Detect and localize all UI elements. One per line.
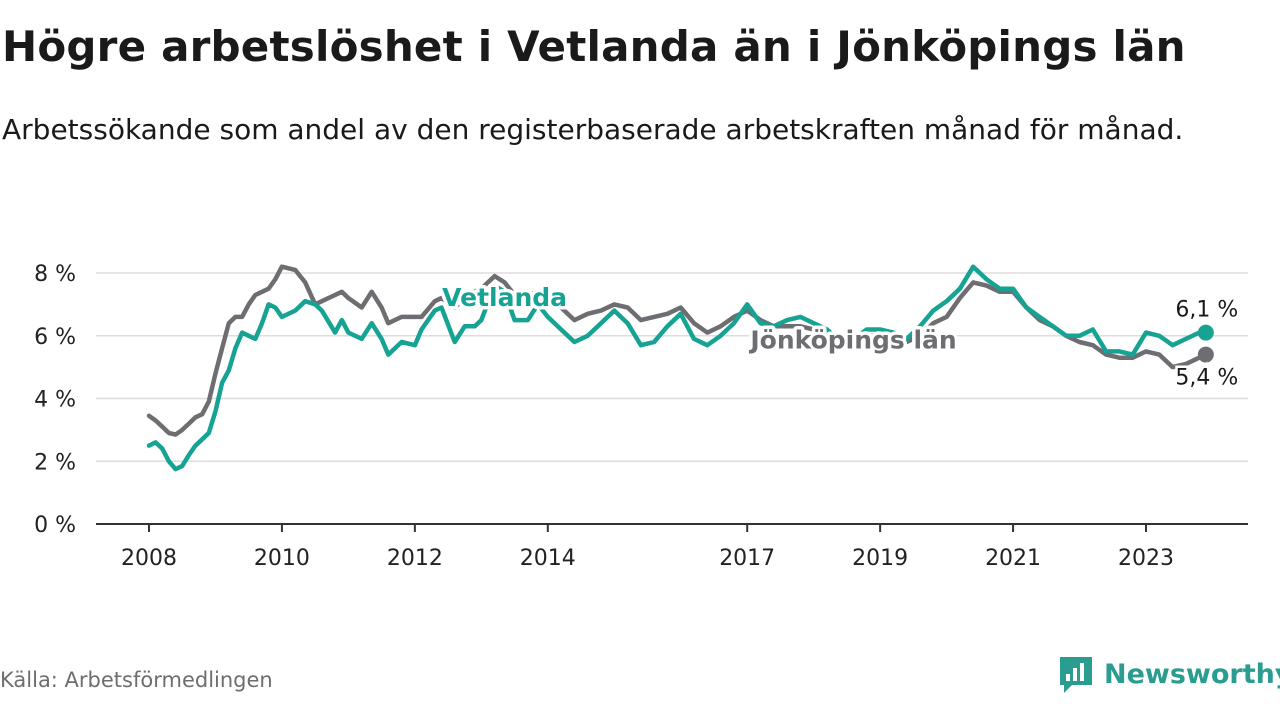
chart-title: Högre arbetslöshet i Vetlanda än i Jönkö… <box>2 22 1186 71</box>
x-tick-label: 2017 <box>719 546 775 571</box>
end-point-vetlanda <box>1197 324 1214 341</box>
y-tick-label: 6 % <box>34 325 76 350</box>
newsworthy-logo-icon <box>1060 657 1092 693</box>
x-tick-label: 2023 <box>1118 546 1174 571</box>
y-tick-label: 8 % <box>34 262 76 287</box>
x-tick-label: 2019 <box>852 546 908 571</box>
series-label-jonkopings-lan: Jönköpings län <box>748 325 956 354</box>
x-tick-label: 2010 <box>254 546 310 571</box>
y-tick-label: 0 % <box>34 513 76 538</box>
series-line-vetlanda <box>146 264 1209 472</box>
chart-subtitle: Arbetssökande som andel av den registerb… <box>2 113 1184 146</box>
end-point-jonkopings-lan <box>1197 346 1214 363</box>
brand-logo: Newsworthy <box>1058 652 1280 696</box>
y-tick-label: 4 % <box>34 388 76 413</box>
x-tick-label: 2021 <box>985 546 1041 571</box>
series-label-vetlanda: Vetlanda <box>442 283 567 312</box>
line-chart: 0 % 2 % 4 % 6 % 8 % 2008 2010 2012 2014 2017 2019 2… <box>34 262 1248 571</box>
x-tick-label: 2012 <box>387 546 443 571</box>
series-line-jonkopings-lan <box>146 264 1209 437</box>
x-tick-label: 2008 <box>121 546 177 571</box>
end-label-vetlanda: 6,1 % <box>1175 298 1238 323</box>
y-tick-label: 2 % <box>34 450 76 475</box>
end-label-jonkopings-lan: 5,4 % <box>1175 366 1238 391</box>
source-note: Källa: Arbetsförmedlingen <box>0 668 273 692</box>
x-tick-label: 2014 <box>520 546 576 571</box>
brand-name: Newsworthy <box>1104 658 1280 690</box>
